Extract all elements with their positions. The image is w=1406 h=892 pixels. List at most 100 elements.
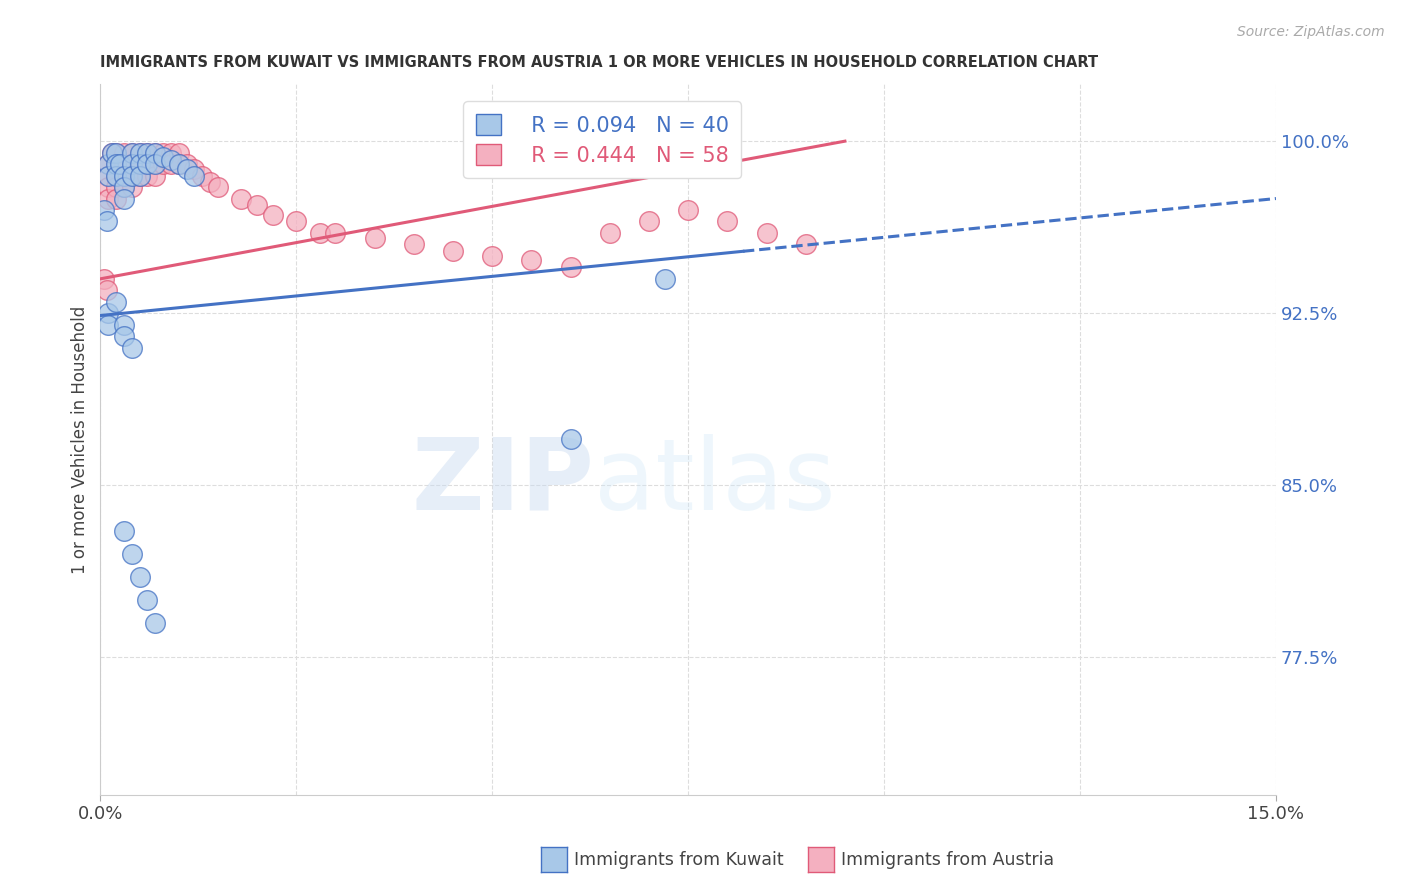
- Point: [105, 157, 128, 171]
- Point: [97, 169, 120, 183]
- Point: [128, 157, 150, 171]
- Point: [128, 169, 150, 183]
- Point: [183, 161, 205, 176]
- Point: [152, 157, 174, 171]
- Point: [121, 157, 143, 171]
- Point: [363, 230, 385, 244]
- Point: [191, 169, 214, 183]
- Point: [105, 192, 128, 206]
- Point: [121, 169, 143, 183]
- Point: [121, 157, 143, 171]
- Point: [143, 169, 166, 183]
- Point: [121, 145, 143, 160]
- Point: [96, 283, 118, 297]
- Point: [105, 157, 128, 171]
- Point: [143, 145, 166, 160]
- Point: [128, 145, 150, 160]
- Point: [441, 244, 464, 259]
- Point: [128, 157, 150, 171]
- Point: [121, 145, 143, 160]
- Point: [121, 547, 143, 561]
- Point: [231, 192, 253, 206]
- Point: [105, 169, 128, 183]
- Point: [160, 153, 183, 167]
- Point: [97, 157, 120, 171]
- Point: [97, 169, 120, 183]
- Point: [112, 145, 135, 160]
- Point: [112, 192, 135, 206]
- Point: [160, 157, 183, 171]
- Point: [176, 161, 198, 176]
- Point: [112, 329, 135, 343]
- Point: [716, 214, 738, 228]
- Point: [136, 169, 159, 183]
- Point: [402, 237, 425, 252]
- Point: [97, 192, 120, 206]
- Point: [136, 145, 159, 160]
- Point: [198, 176, 221, 190]
- Point: [93, 272, 115, 286]
- Point: [167, 145, 190, 160]
- Point: [638, 214, 661, 228]
- Point: [136, 145, 159, 160]
- Point: [101, 145, 124, 160]
- Point: [152, 150, 174, 164]
- Point: [136, 593, 159, 607]
- Point: [97, 318, 120, 332]
- Point: [112, 524, 135, 539]
- Point: [105, 180, 128, 194]
- Point: [143, 615, 166, 630]
- Legend:   R = 0.094   N = 40,   R = 0.444   N = 58: R = 0.094 N = 40, R = 0.444 N = 58: [464, 102, 741, 178]
- Point: [121, 341, 143, 355]
- Y-axis label: 1 or more Vehicles in Household: 1 or more Vehicles in Household: [72, 305, 89, 574]
- Point: [112, 169, 135, 183]
- Point: [121, 169, 143, 183]
- Point: [121, 180, 143, 194]
- Point: [112, 169, 135, 183]
- Point: [128, 145, 150, 160]
- Text: Source: ZipAtlas.com: Source: ZipAtlas.com: [1237, 25, 1385, 39]
- Point: [308, 226, 330, 240]
- Text: Immigrants from Austria: Immigrants from Austria: [841, 851, 1054, 869]
- Point: [105, 145, 128, 160]
- Point: [108, 157, 131, 171]
- Point: [676, 202, 699, 217]
- Point: [105, 294, 128, 309]
- Point: [520, 253, 543, 268]
- Point: [167, 157, 190, 171]
- Point: [97, 157, 120, 171]
- Point: [262, 208, 284, 222]
- Point: [105, 169, 128, 183]
- Point: [794, 237, 817, 252]
- Point: [285, 214, 308, 228]
- Point: [93, 202, 115, 217]
- Point: [97, 180, 120, 194]
- Point: [755, 226, 778, 240]
- Text: atlas: atlas: [595, 434, 835, 531]
- Point: [143, 157, 166, 171]
- Point: [246, 198, 269, 212]
- Point: [481, 249, 503, 263]
- Point: [101, 145, 124, 160]
- Point: [654, 272, 676, 286]
- Point: [97, 306, 120, 320]
- Point: [176, 157, 198, 171]
- Point: [128, 570, 150, 584]
- Text: ZIP: ZIP: [411, 434, 595, 531]
- Point: [143, 145, 166, 160]
- Point: [599, 226, 621, 240]
- Point: [105, 145, 128, 160]
- Point: [112, 318, 135, 332]
- Point: [112, 157, 135, 171]
- Point: [183, 169, 205, 183]
- Point: [136, 157, 159, 171]
- Text: Immigrants from Kuwait: Immigrants from Kuwait: [574, 851, 783, 869]
- Point: [560, 260, 582, 275]
- Point: [560, 433, 582, 447]
- Point: [112, 180, 135, 194]
- Point: [167, 157, 190, 171]
- Point: [143, 157, 166, 171]
- Text: IMMIGRANTS FROM KUWAIT VS IMMIGRANTS FROM AUSTRIA 1 OR MORE VEHICLES IN HOUSEHOL: IMMIGRANTS FROM KUWAIT VS IMMIGRANTS FRO…: [100, 55, 1098, 70]
- Point: [325, 226, 347, 240]
- Point: [207, 180, 229, 194]
